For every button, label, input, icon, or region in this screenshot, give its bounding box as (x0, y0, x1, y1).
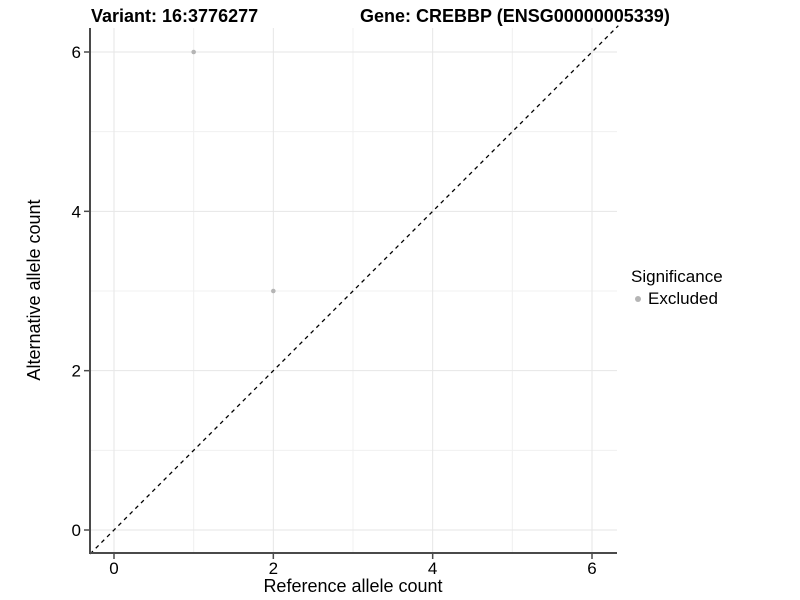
legend: Significance Excluded (631, 266, 723, 310)
plot-title-variant: Variant: 16:3776277 (91, 6, 259, 26)
legend-entry: Excluded (631, 288, 723, 310)
y-tick-label: 6 (72, 43, 81, 62)
legend-point-icon (635, 296, 641, 302)
identity-dashed-line (89, 25, 619, 555)
x-axis-title: Reference allele count (263, 576, 443, 596)
x-tick-label: 0 (109, 559, 118, 578)
x-tick-label: 2 (269, 559, 278, 578)
plot-title-gene: Gene: CREBBP (ENSG00000005339) (360, 6, 670, 26)
x-tick-label: 6 (587, 559, 596, 578)
legend-title: Significance (631, 267, 723, 286)
data-point (191, 49, 196, 55)
data-point (271, 288, 276, 294)
y-tick-label: 2 (72, 362, 81, 381)
y-axis-title: Alternative allele count (24, 199, 44, 381)
y-tick-label: 4 (72, 202, 81, 221)
x-tick-label: 4 (428, 559, 437, 578)
legend-entry-label: Excluded (648, 289, 718, 308)
y-tick-label: 0 (72, 521, 81, 540)
